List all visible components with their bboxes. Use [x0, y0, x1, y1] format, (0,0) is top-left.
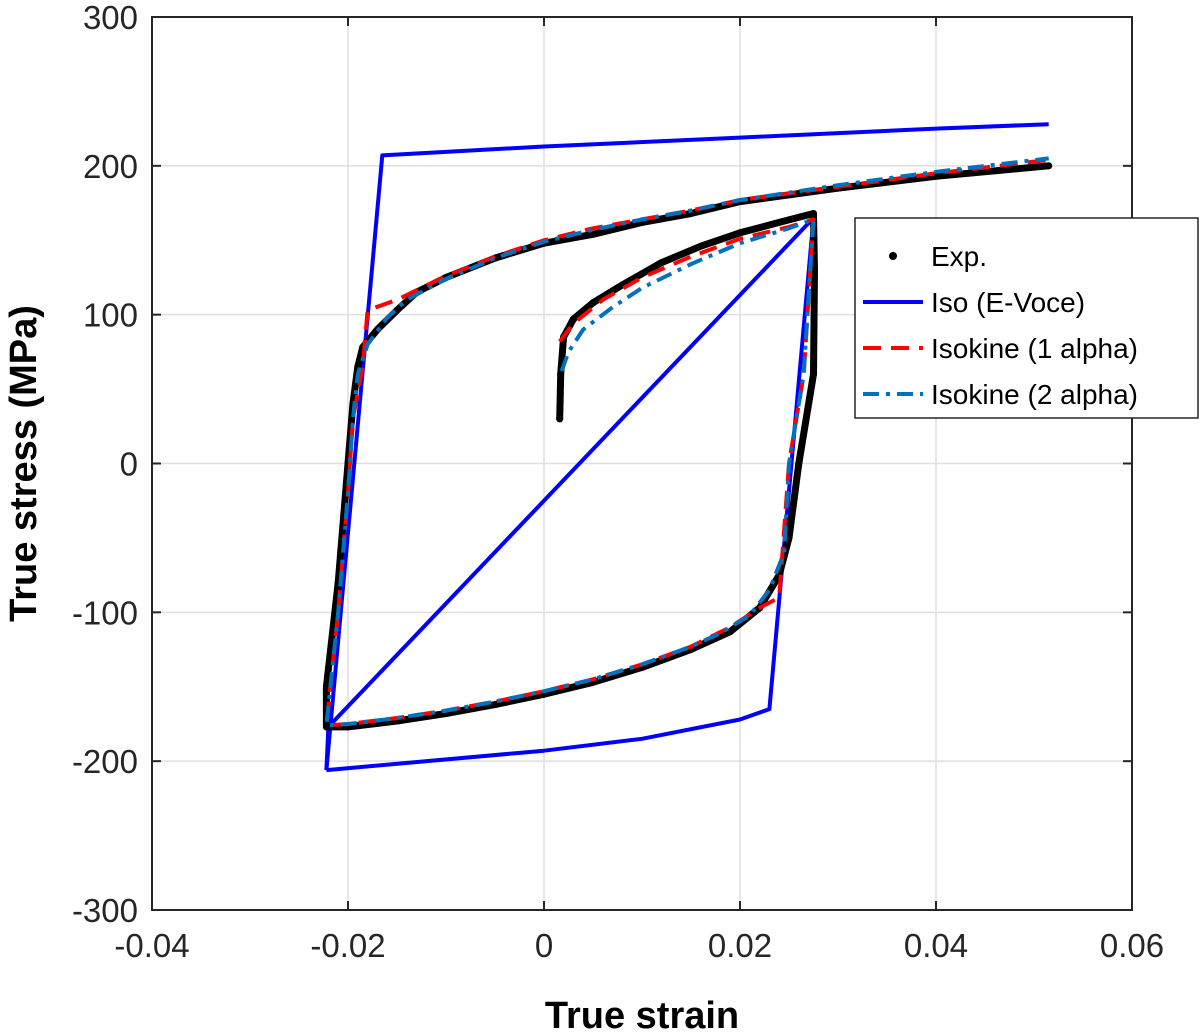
x-tick-label: 0.04 — [904, 927, 968, 964]
legend-label-iso-e-voce: Iso (E-Voce) — [931, 287, 1085, 318]
point-exp — [1045, 162, 1053, 170]
series-isokine-2-alpha — [324, 156, 1049, 728]
axis-ticks: -0.04 -0.02 0 0.02 0.04 0.06 -300 -200 -100 0 100 2… — [72, 0, 1164, 964]
x-tick-label: -0.04 — [114, 927, 189, 964]
point-exp — [569, 315, 577, 323]
y-tick-label: 100 — [83, 297, 138, 334]
point-exp — [810, 370, 817, 378]
plot-curves — [322, 122, 1053, 773]
point-exp — [322, 723, 330, 731]
point-exp — [589, 230, 597, 238]
point-exp — [658, 259, 666, 267]
point-exp — [697, 242, 705, 250]
y-axis-title: True stress (MPa) — [3, 305, 45, 622]
legend-label-isokine-2-alpha: Isokine (2 alpha) — [931, 379, 1138, 410]
legend-marker-exp — [889, 252, 897, 260]
plot-frame — [151, 16, 1133, 911]
legend-box — [854, 217, 1199, 419]
legend-label-exp: Exp. — [931, 241, 987, 272]
point-exp — [810, 266, 818, 274]
point-exp — [491, 701, 499, 709]
x-tick-label: 0.06 — [1100, 927, 1164, 964]
legend: Exp. Iso (E-Voce) Isokine (1 alpha) Isokine… — [854, 217, 1199, 419]
point-exp — [795, 460, 803, 467]
y-tick-label: -300 — [72, 892, 138, 929]
point-exp — [736, 229, 744, 237]
point-exp — [556, 415, 564, 423]
y-tick-label: 200 — [83, 148, 138, 185]
x-tick-label: 0.02 — [708, 927, 772, 964]
point-exp — [322, 683, 330, 691]
point-exp — [810, 209, 817, 217]
y-tick-label: -200 — [72, 743, 138, 780]
point-exp — [785, 534, 793, 542]
point-exp — [557, 370, 565, 378]
x-axis-title: True strain — [545, 995, 739, 1035]
series-iso-e-voce — [324, 215, 816, 773]
point-exp — [589, 299, 597, 307]
legend-label-isokine-1-alpha: Isokine (1 alpha) — [931, 333, 1138, 364]
y-tick-label: 0 — [120, 446, 138, 483]
series-exp — [322, 162, 1053, 731]
y-tick-label: 300 — [83, 0, 138, 36]
x-tick-label: 0 — [535, 927, 553, 964]
series-iso-e-voce-upper — [324, 122, 1049, 771]
y-tick-label: -100 — [72, 594, 138, 631]
point-exp — [775, 218, 783, 226]
x-tick-label: -0.02 — [310, 927, 385, 964]
